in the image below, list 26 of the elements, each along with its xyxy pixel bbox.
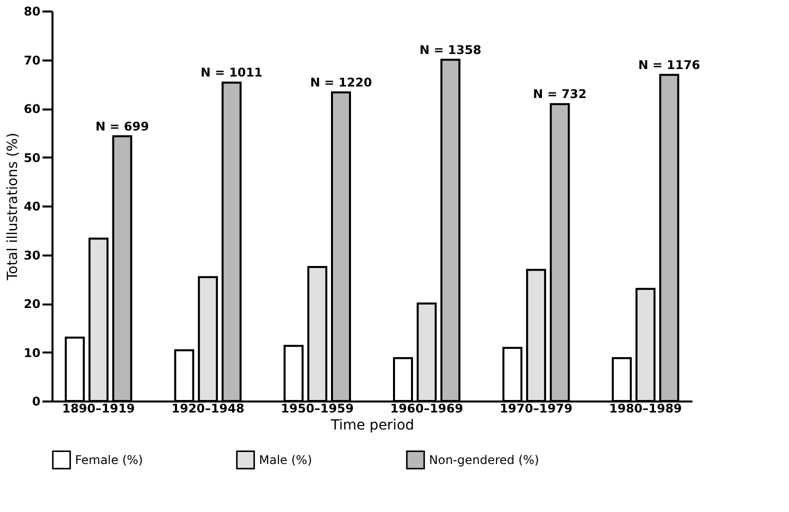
y-tick-label: 50	[24, 150, 40, 165]
annotation: N = 1220	[310, 75, 372, 90]
annotation: N = 1011	[200, 66, 263, 80]
y-tick-label: 60	[24, 102, 40, 116]
legend-label: Female (%)	[75, 452, 143, 467]
x-axis-title: Time period	[330, 418, 414, 434]
x-tick-label: 1960–1969	[390, 402, 464, 416]
y-axis-title: Total illustrations (%)	[4, 132, 21, 282]
legend-label: Male (%)	[259, 452, 312, 467]
y-tick-label: 80	[24, 4, 40, 18]
y-tick-label: 40	[24, 200, 40, 214]
annotation: N = 699	[95, 119, 149, 134]
y-tick-label: 10	[24, 346, 40, 360]
legend-label: Non-gendered (%)	[429, 452, 540, 467]
y-tick-label: 70	[24, 53, 40, 68]
x-tick-label: 1950–1959	[280, 402, 354, 416]
y-tick-label: 0	[32, 394, 40, 408]
y-tick-label: 20	[24, 297, 40, 311]
annotation: N = 1176	[638, 58, 700, 72]
y-tick-label: 30	[24, 248, 40, 262]
x-tick-label: 1970–1979	[500, 402, 572, 416]
annotation: N = 732	[533, 87, 587, 102]
annotation: N = 1358	[419, 42, 482, 57]
x-tick-label: 1980–1989	[609, 402, 682, 416]
x-tick-label: 1890–1919	[62, 402, 135, 416]
x-tick-label: 1920–1948	[172, 402, 244, 416]
